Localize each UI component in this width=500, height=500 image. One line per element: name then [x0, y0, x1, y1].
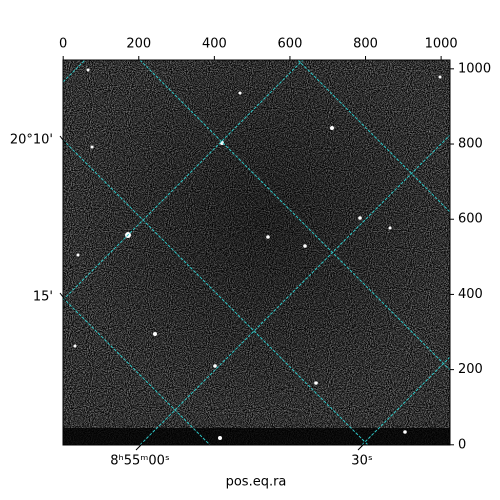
x-tick-label: 800: [353, 37, 378, 52]
y-tick-label: 800: [458, 137, 483, 152]
y-tick-label: 200: [458, 362, 483, 377]
y-tick-label: 400: [458, 287, 483, 302]
y-tick-label: 0: [458, 437, 466, 452]
dec-tick: [59, 135, 67, 145]
ra-tick: [357, 441, 367, 451]
x-tick-label: 0: [59, 37, 67, 52]
frame: [62, 59, 451, 446]
x-tick-label: 200: [126, 37, 151, 52]
ra-tick: [135, 441, 145, 451]
dec-tick-label: 15': [33, 290, 53, 305]
x-axis-label: pos.eq.ra: [226, 475, 287, 490]
x-tick-label: 400: [202, 37, 227, 52]
dec-tick-label: 20°10': [10, 133, 53, 148]
ra-tick-label: 30ˢ: [351, 454, 373, 469]
coordinate-grid: [63, 60, 450, 445]
y-tick-label: 600: [458, 212, 483, 227]
ra-tick-label: 8ʰ55ᵐ00ˢ: [110, 454, 170, 469]
x-tick-label: 600: [278, 37, 303, 52]
x-tick-label: 1000: [425, 37, 458, 52]
y-tick-label: 1000: [458, 61, 491, 76]
sky-image: [63, 60, 450, 445]
stars: [73, 68, 442, 440]
dec-tick: [59, 292, 67, 302]
